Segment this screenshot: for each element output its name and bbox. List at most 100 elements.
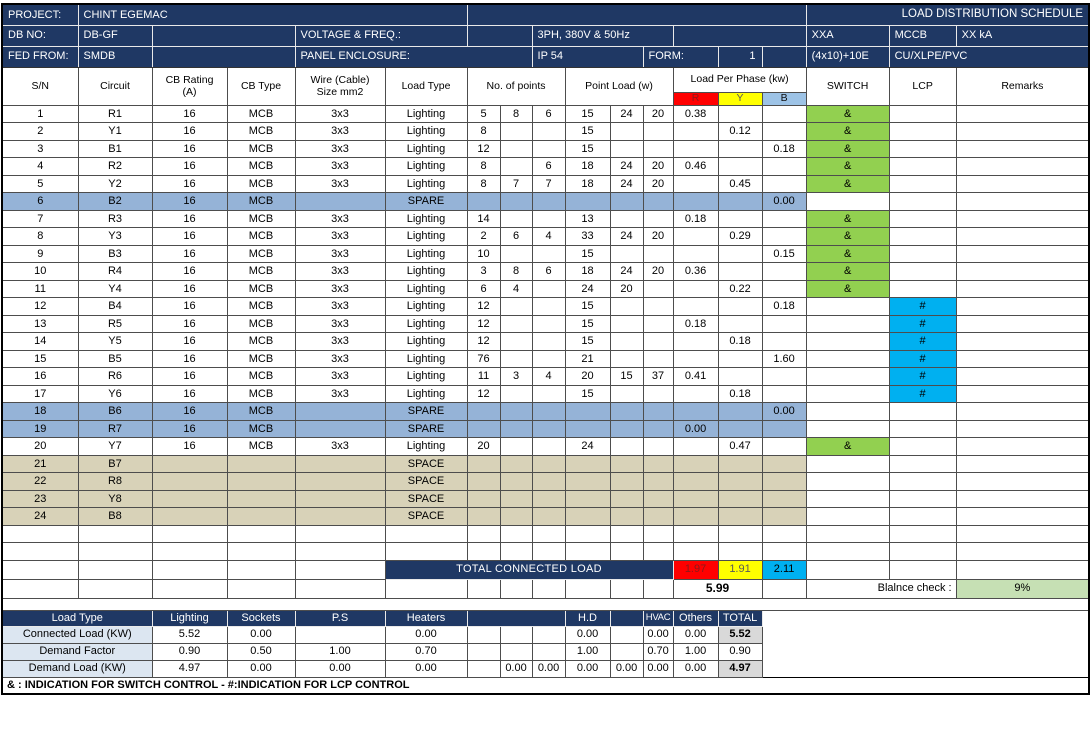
cell-lcp: # — [888, 349, 957, 368]
cell-phase-b: 0.18 — [761, 297, 807, 316]
cell-phase-y — [717, 104, 763, 123]
cell-point-load-c: 37 — [642, 367, 674, 386]
cell-wire-size: 3x3 — [294, 437, 386, 456]
summary-ps: 0.00 — [294, 659, 386, 678]
cell-phase-y — [717, 262, 763, 281]
cell-points-c — [531, 489, 566, 508]
cell-remarks — [955, 542, 1090, 561]
cell-wire-size — [294, 454, 386, 473]
cell-points-c: 6 — [531, 157, 566, 176]
empty-cell — [384, 578, 468, 599]
cell-phase-r — [672, 402, 719, 421]
cell-points-a — [466, 192, 501, 211]
cable-insulation: CU/XLPE/PVC — [888, 45, 1090, 68]
cell-remarks — [955, 332, 1090, 351]
cell-remarks — [955, 524, 1090, 543]
cell-cb-rating: 16 — [151, 157, 228, 176]
cell-sn: 18 — [1, 402, 79, 421]
schedule-row-14: 14 Y5 16 MCB 3x3 Lighting 12 15 0.18 # — [1, 332, 1090, 351]
cell-points-b: 6 — [499, 227, 533, 246]
cell-points-c — [531, 524, 566, 543]
main-breaker-type: MCCB — [888, 24, 957, 47]
cell-point-load-c — [642, 349, 674, 368]
summary-extra: 0.00 — [531, 659, 566, 678]
cell-phase-r — [672, 437, 719, 456]
cell-phase-y: 0.45 — [717, 174, 763, 193]
cell-point-load-c — [642, 489, 674, 508]
empty-cell — [531, 642, 566, 661]
cell-phase-r — [672, 524, 719, 543]
empty-cell — [1, 559, 79, 580]
cell-point-load-a: 13 — [564, 209, 611, 228]
cell-circuit: R3 — [77, 209, 153, 228]
cell-points-b: 8 — [499, 104, 533, 123]
cell-phase-r: 0.38 — [672, 104, 719, 123]
col-header-switch: SWITCH — [805, 66, 890, 106]
cell-phase-y — [717, 419, 763, 438]
cell-circuit: Y7 — [77, 437, 153, 456]
schedule-row-13: 13 R5 16 MCB 3x3 Lighting 12 15 0.18 # — [1, 314, 1090, 333]
fed-from-row: FED FROM: SMDB PANEL ENCLOSURE: IP 54 FO… — [1, 45, 1090, 68]
cell-lcp — [888, 489, 957, 508]
cell-points-b — [499, 314, 533, 333]
cell-switch — [805, 454, 890, 473]
cell-point-load-b — [609, 384, 644, 403]
cell-points-c — [531, 209, 566, 228]
demand-load-row: Demand Load (KW) 4.97 0.00 0.00 0.00 0.0… — [1, 659, 1090, 678]
cell-phase-b — [761, 489, 807, 508]
schedule-row-20: 20 Y7 16 MCB 3x3 Lighting 20 24 0.47 & — [1, 437, 1090, 456]
cell-cb-rating: 16 — [151, 314, 228, 333]
cell-load-type: Lighting — [384, 244, 468, 263]
cell-points-c — [531, 297, 566, 316]
cell-point-load-c — [642, 192, 674, 211]
empty-cell — [151, 578, 228, 599]
cell-point-load-c — [642, 279, 674, 298]
schedule-row-3: 3 B1 16 MCB 3x3 Lighting 12 15 0.18 & — [1, 139, 1090, 158]
summary-total: 4.97 — [717, 659, 763, 678]
cell-points-c: 6 — [531, 104, 566, 123]
total-phase-b: 2.11 — [761, 559, 807, 580]
cell-point-load-a: 15 — [564, 139, 611, 158]
cell-point-load-b — [609, 454, 644, 473]
empty-cell — [888, 559, 957, 580]
cell-points-a: 12 — [466, 297, 501, 316]
cell-sn: 23 — [1, 489, 79, 508]
summary-col-lighting: Lighting — [151, 609, 228, 627]
cell-phase-y — [717, 139, 763, 158]
cell-points-a: 12 — [466, 314, 501, 333]
total-phase-r: 1.97 — [672, 559, 719, 580]
schedule-row-4: 4 R2 16 MCB 3x3 Lighting 8 6 18 24 20 0.46 & — [1, 157, 1090, 176]
cell-phase-r: 0.18 — [672, 209, 719, 228]
cell-cb-type: MCB — [226, 402, 296, 421]
col-header-load-per-phase: Load Per Phase (kw) — [672, 66, 807, 93]
main-breaker-rating: XXA — [805, 24, 890, 47]
cell-cb-type: MCB — [226, 174, 296, 193]
cell-points-a: 12 — [466, 384, 501, 403]
main-breaker-ka: XX kA — [955, 24, 1090, 47]
cell-wire-size: 3x3 — [294, 139, 386, 158]
cell-phase-r — [672, 454, 719, 473]
cell-points-c — [531, 349, 566, 368]
cell-lcp — [888, 139, 957, 158]
cell-points-c — [531, 542, 566, 561]
cell-lcp: # — [888, 297, 957, 316]
cell-sn: 14 — [1, 332, 79, 351]
cell-point-load-b — [609, 349, 644, 368]
cell-circuit: R1 — [77, 104, 153, 123]
panel-enclosure-label: PANEL ENCLOSURE: — [294, 45, 533, 68]
cell-cb-rating: 16 — [151, 139, 228, 158]
cell-phase-b: 0.15 — [761, 244, 807, 263]
cell-point-load-b — [609, 209, 644, 228]
cell-cb-rating: 16 — [151, 332, 228, 351]
cell-switch — [805, 489, 890, 508]
empty-cell — [761, 578, 807, 599]
cell-wire-size: 3x3 — [294, 262, 386, 281]
cell-sn: 20 — [1, 437, 79, 456]
cell-points-c: 4 — [531, 367, 566, 386]
cell-phase-y — [717, 367, 763, 386]
cell-points-a — [466, 524, 501, 543]
summary-hvac: 0.70 — [642, 642, 674, 661]
cell-wire-size: 3x3 — [294, 367, 386, 386]
cell-phase-y — [717, 192, 763, 211]
cell-point-load-a — [564, 454, 611, 473]
